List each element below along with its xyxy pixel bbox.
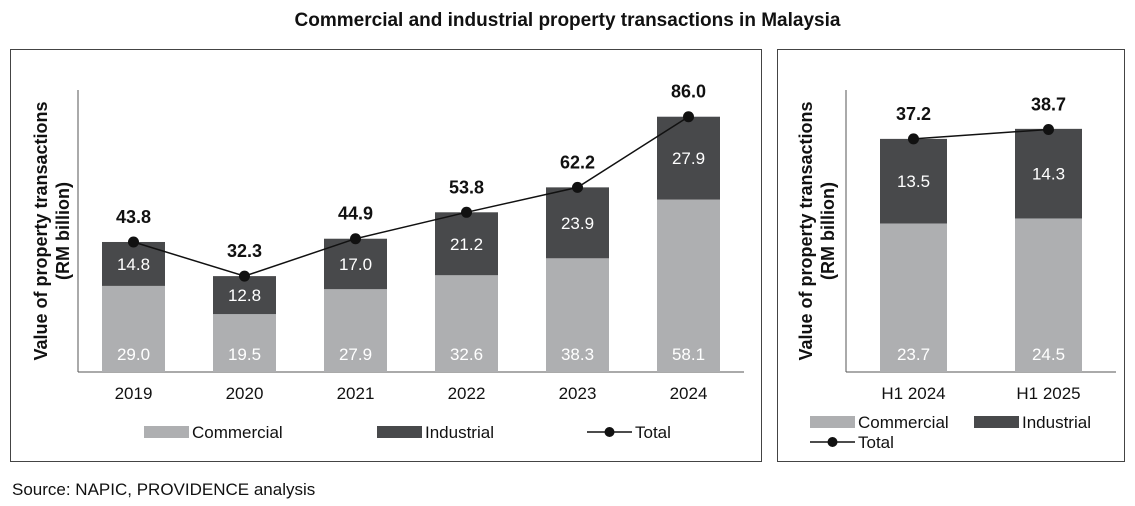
commercial-bar xyxy=(1015,218,1082,372)
industrial-value-label: 17.0 xyxy=(339,255,372,274)
x-tick-label: 2022 xyxy=(448,384,486,403)
total-line xyxy=(913,128,1049,140)
industrial-bar xyxy=(213,276,276,315)
legend-label: Commercial xyxy=(858,413,949,432)
industrial-value-label: 14.3 xyxy=(1032,165,1065,184)
industrial-bar xyxy=(546,187,609,259)
industrial-value-label: 27.9 xyxy=(672,149,705,168)
y-axis-label: Value of property transactions (RM billio… xyxy=(31,101,73,360)
legend-label: Industrial xyxy=(1022,413,1091,432)
total-value-label: 44.9 xyxy=(338,204,373,224)
total-value-label: 38.7 xyxy=(1031,94,1066,114)
source-note: Source: NAPIC, PROVIDENCE analysis xyxy=(12,480,316,499)
industrial-value-label: 23.9 xyxy=(561,214,594,233)
half-year-chart: Value of property transactions (RM billio… xyxy=(796,90,1116,452)
total-value-label: 32.3 xyxy=(227,241,262,261)
legend-label: Total xyxy=(635,423,671,442)
total-point xyxy=(908,133,919,145)
commercial-value-label: 32.6 xyxy=(450,345,483,364)
commercial-value-label: 24.5 xyxy=(1032,345,1065,364)
legend-industrial-swatch xyxy=(974,416,1019,428)
x-tick-label: H1 2025 xyxy=(1016,384,1080,403)
commercial-value-label: 23.7 xyxy=(897,345,930,364)
x-tick-label: 2021 xyxy=(337,384,375,403)
industrial-value-label: 12.8 xyxy=(228,286,261,305)
legend-total-marker xyxy=(604,427,615,437)
commercial-bar xyxy=(324,289,387,372)
y-axis-label: Value of property transactions (RM billio… xyxy=(796,101,838,360)
x-tick-label: 2020 xyxy=(226,384,264,403)
y-axis-label-line: (RM billion) xyxy=(818,182,838,280)
total-point xyxy=(572,181,583,193)
commercial-value-label: 38.3 xyxy=(561,345,594,364)
industrial-bar xyxy=(880,138,947,224)
total-value-label: 37.2 xyxy=(896,104,931,124)
commercial-value-label: 19.5 xyxy=(228,345,261,364)
industrial-value-label: 14.8 xyxy=(117,255,150,274)
chart-title: Commercial and industrial property trans… xyxy=(294,10,841,31)
x-tick-label: 2023 xyxy=(559,384,597,403)
annual-chart-panel: Value of property transactions (RM billio… xyxy=(10,49,762,462)
commercial-value-label: 58.1 xyxy=(672,345,705,364)
commercial-bar xyxy=(657,199,720,372)
total-point xyxy=(239,270,250,282)
x-tick-label: 2019 xyxy=(115,384,153,403)
legend-industrial-swatch xyxy=(377,426,422,438)
legend-total-marker xyxy=(827,437,838,447)
x-tick-label: H1 2024 xyxy=(881,384,945,403)
y-axis-label-line: Value of property transactions xyxy=(31,101,51,360)
total-line xyxy=(133,116,689,277)
industrial-bar xyxy=(1015,128,1082,219)
legend-commercial-swatch xyxy=(810,416,855,428)
half-year-chart-panel: Value of property transactions (RM billio… xyxy=(777,49,1125,462)
annual-chart: Value of property transactions (RM billio… xyxy=(31,82,744,442)
legend-label: Industrial xyxy=(425,423,494,442)
commercial-bar xyxy=(435,275,498,372)
total-point xyxy=(1043,123,1054,135)
commercial-bar xyxy=(880,223,947,372)
total-point xyxy=(461,206,472,218)
total-point xyxy=(683,111,694,123)
y-axis-label-line: (RM billion) xyxy=(53,182,73,280)
total-value-label: 86.0 xyxy=(671,82,706,102)
industrial-value-label: 13.5 xyxy=(897,172,930,191)
x-tick-label: 2024 xyxy=(670,384,708,403)
commercial-value-label: 27.9 xyxy=(339,345,372,364)
y-axis-label-line: Value of property transactions xyxy=(796,101,816,360)
industrial-bar xyxy=(435,212,498,276)
industrial-value-label: 21.2 xyxy=(450,235,483,254)
total-value-label: 43.8 xyxy=(116,207,151,227)
commercial-bar xyxy=(546,258,609,372)
total-point xyxy=(350,233,361,245)
industrial-bar xyxy=(102,241,165,286)
total-point xyxy=(128,236,139,248)
commercial-bar xyxy=(213,314,276,372)
total-value-label: 62.2 xyxy=(560,152,595,172)
commercial-value-label: 29.0 xyxy=(117,345,150,364)
legend-label: Total xyxy=(858,433,894,452)
industrial-bar xyxy=(324,238,387,290)
legend-commercial-swatch xyxy=(144,426,189,438)
legend-label: Commercial xyxy=(192,423,283,442)
total-value-label: 53.8 xyxy=(449,177,484,197)
commercial-bar xyxy=(102,285,165,372)
